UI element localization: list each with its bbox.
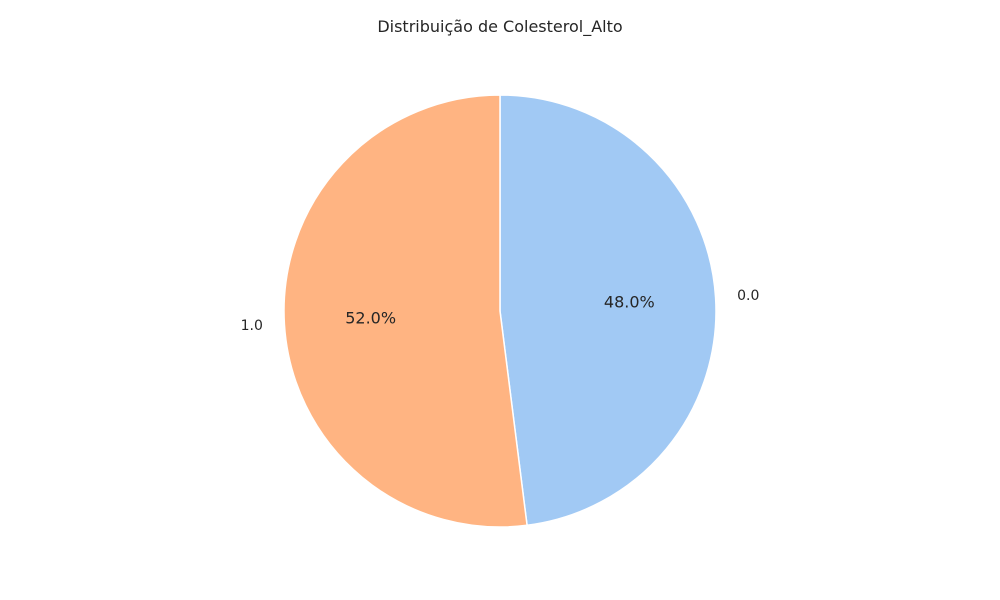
pie-slices bbox=[283, 94, 717, 528]
pie-slice-0-0 bbox=[499, 94, 717, 527]
slice-label-0-0: 0.0 bbox=[737, 288, 759, 304]
chart-title: Distribuição de Colesterol_Alto bbox=[377, 17, 622, 37]
slice-label-1-0: 1.0 bbox=[241, 318, 263, 334]
pie-slice-1-0 bbox=[283, 94, 528, 528]
percent-label-0-0: 48.0% bbox=[604, 292, 655, 311]
pie-labels: 0.0 48.0% 1.0 52.0% bbox=[241, 288, 760, 334]
percent-label-1-0: 52.0% bbox=[345, 309, 396, 328]
